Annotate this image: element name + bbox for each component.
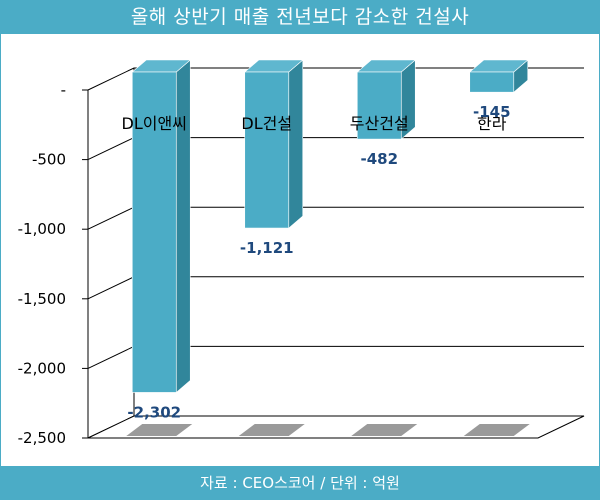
bar-3 xyxy=(469,71,515,93)
y-tick-label-4: -2,000 xyxy=(18,359,66,377)
value-label-0: -2,302 xyxy=(127,403,181,421)
value-label-2: -482 xyxy=(360,150,398,168)
y-tick-label-0: - xyxy=(61,81,66,99)
y-tick-label-1: -500 xyxy=(32,151,66,169)
bar-chart: - -500 -1,000 -1,500 -2,000 -2,500 DL이앤씨 -2,302… xyxy=(18,59,585,447)
floor-shadow-0 xyxy=(126,424,193,436)
floor-shadow-1 xyxy=(238,424,305,436)
bar-side-1 xyxy=(288,59,304,229)
value-label-3: -145 xyxy=(473,103,511,121)
y-tick-label-3: -1,500 xyxy=(18,290,66,308)
y-tick-label-2: -1,000 xyxy=(18,220,66,238)
category-label-2: 두산건설 xyxy=(350,114,409,133)
category-label-0: DL이앤씨 xyxy=(122,114,187,133)
bar-side-0 xyxy=(175,59,191,394)
chart-title: 올해 상반기 매출 전년보다 감소한 건설사 xyxy=(0,0,600,34)
bar-1 xyxy=(244,71,290,229)
bar-0 xyxy=(131,71,177,393)
category-label-3: 한라 xyxy=(477,114,507,133)
floor-shadow-3 xyxy=(463,424,530,436)
source-note: 자료 : CEO스코어 / 단위 : 억원 xyxy=(0,466,600,500)
value-label-1: -1,121 xyxy=(240,239,294,257)
category-label-1: DL건설 xyxy=(241,114,292,133)
floor-shadow-2 xyxy=(351,424,418,436)
y-tick-label-5: -2,500 xyxy=(18,429,66,447)
chart-floor xyxy=(87,415,585,439)
bar-2 xyxy=(356,71,402,140)
